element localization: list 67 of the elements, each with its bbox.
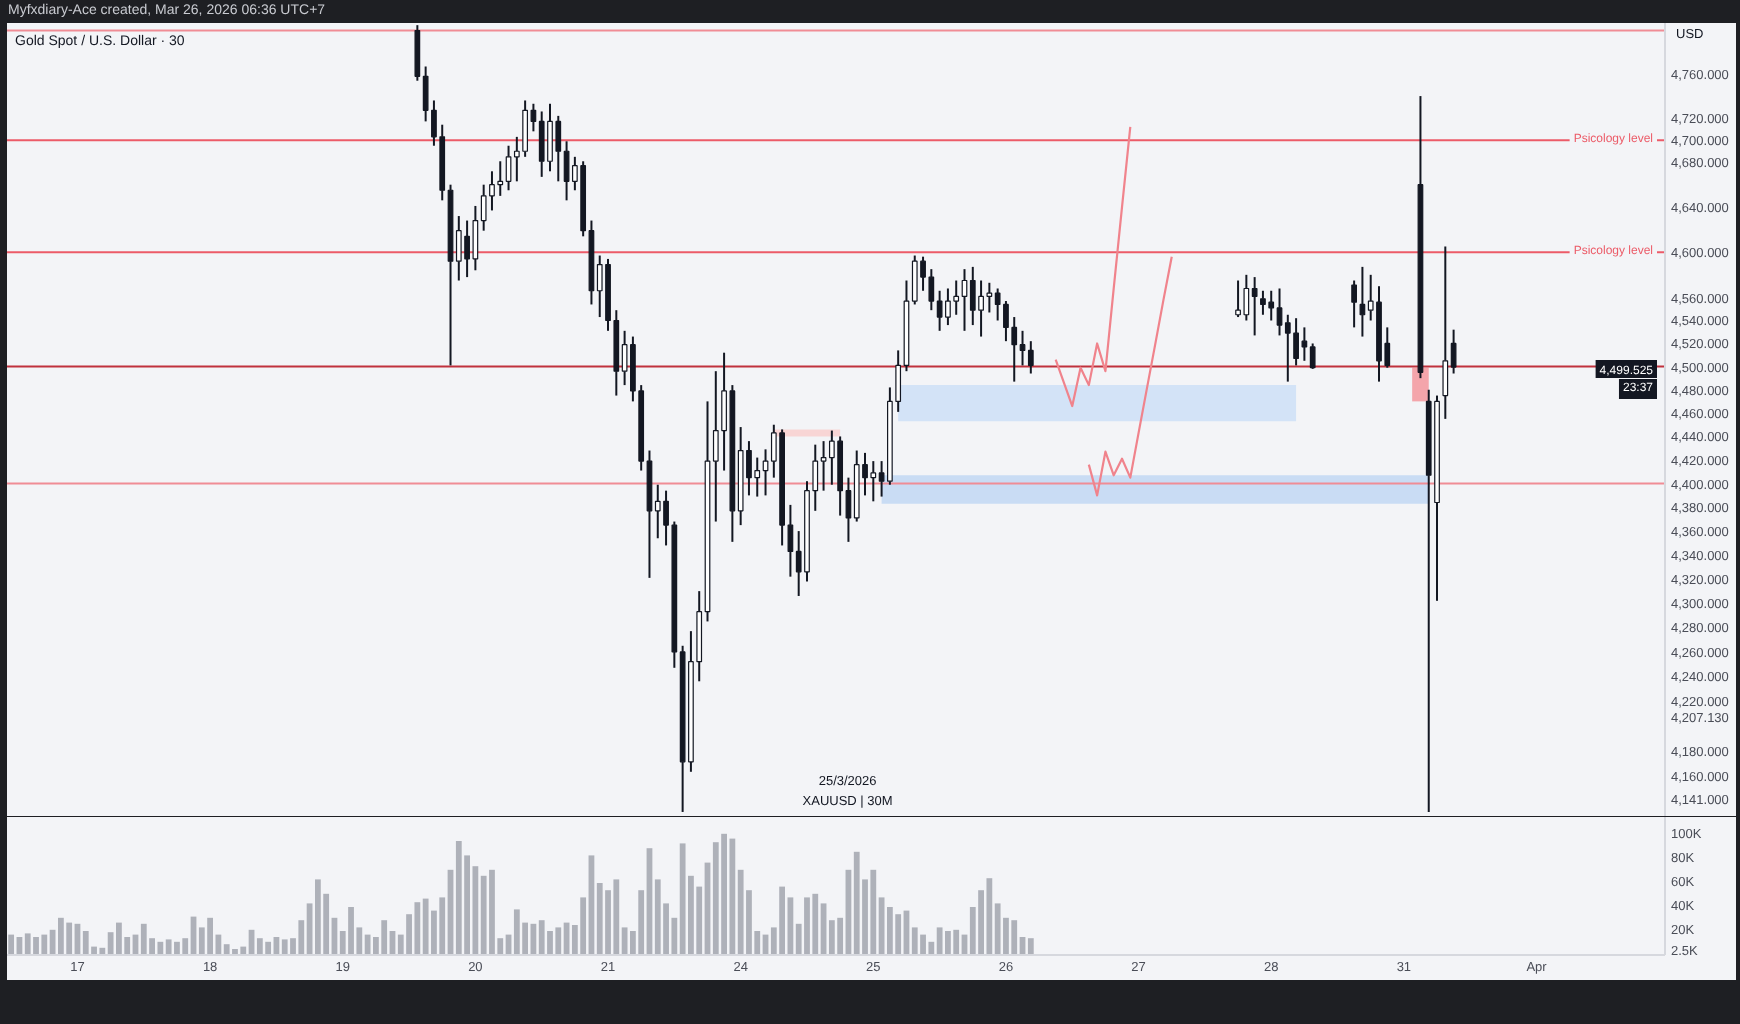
- bar: [489, 869, 495, 955]
- bar: [116, 922, 122, 955]
- bar: [812, 893, 819, 955]
- bar: [853, 851, 860, 955]
- bar: [422, 898, 429, 955]
- bar: [57, 917, 64, 955]
- candlestick: [522, 99, 528, 158]
- bar: [986, 878, 993, 955]
- bar: [936, 927, 943, 955]
- line-series: [1054, 125, 1132, 408]
- bar: [455, 841, 462, 955]
- candlestick: [497, 160, 504, 197]
- bar: [945, 931, 951, 955]
- bar: [281, 939, 288, 955]
- bar: [895, 914, 902, 955]
- bar: [381, 920, 388, 955]
- bar: [364, 934, 371, 955]
- bar: [1011, 920, 1018, 955]
- bar: [165, 939, 172, 955]
- bar: [920, 934, 926, 955]
- candlestick: [555, 114, 562, 183]
- bar: [729, 838, 736, 955]
- bar: [613, 879, 620, 955]
- candlestick: [538, 110, 545, 178]
- candlestick: [754, 456, 761, 498]
- bar: [33, 937, 39, 955]
- candlestick: [1019, 329, 1026, 367]
- bar: [414, 902, 421, 955]
- bar: [348, 907, 354, 955]
- bar: [207, 917, 214, 955]
- candlestick: [820, 440, 827, 492]
- candlestick: [1425, 388, 1432, 813]
- bar: [24, 933, 31, 955]
- candlestick: [1301, 326, 1308, 362]
- candlestick: [547, 102, 553, 173]
- bar: [538, 920, 545, 955]
- candlestick: [969, 265, 976, 327]
- bar: [66, 922, 73, 955]
- bar: [513, 909, 520, 955]
- candlestick: [1027, 340, 1034, 375]
- bar: [314, 879, 321, 955]
- bar: [82, 931, 89, 955]
- bar: [256, 938, 263, 955]
- bar: [8, 934, 15, 955]
- bar: [157, 941, 164, 955]
- bar: [174, 941, 180, 955]
- candlestick: [1376, 285, 1382, 383]
- bar: [804, 897, 810, 955]
- bar: [555, 927, 562, 955]
- bar: [679, 843, 686, 955]
- bar: [953, 929, 960, 955]
- candlestick: [1243, 273, 1250, 322]
- candlestick: [870, 460, 877, 503]
- candlestick: [1359, 265, 1366, 338]
- bar: [140, 923, 147, 955]
- bar: [779, 886, 786, 955]
- bar: [1027, 938, 1034, 955]
- bar: [265, 941, 272, 955]
- bar: [721, 833, 727, 955]
- candlestick: [978, 279, 984, 338]
- bar: [870, 869, 877, 955]
- bar: [41, 934, 48, 955]
- candlestick: [464, 219, 470, 279]
- bar: [712, 842, 719, 955]
- candlestick: [953, 279, 960, 316]
- candlestick: [1251, 276, 1258, 337]
- candlestick: [1442, 245, 1449, 420]
